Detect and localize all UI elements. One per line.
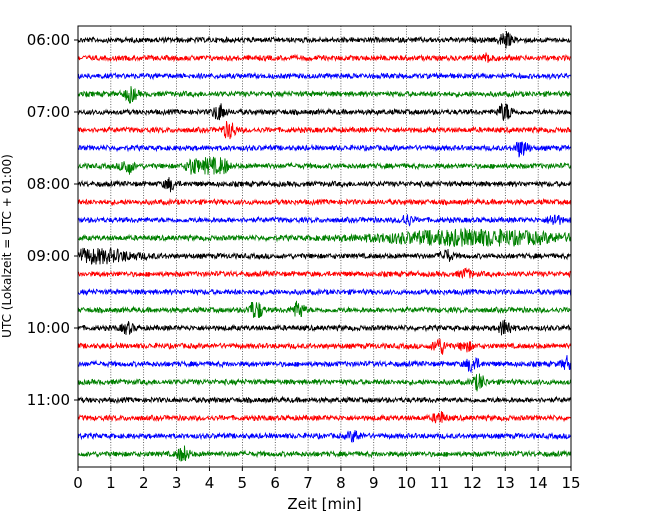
x-tick-label: 11 xyxy=(430,474,449,492)
y-axis-label: UTC (Lokalzeit = UTC + 01:00) xyxy=(0,154,14,338)
seismic-trace xyxy=(77,445,572,462)
seismic-trace xyxy=(77,300,572,319)
y-tick-label: 11:00 xyxy=(27,391,70,409)
x-tick-label: 4 xyxy=(205,474,215,492)
x-tick-label: 3 xyxy=(172,474,182,492)
seismic-trace xyxy=(77,338,572,355)
seismic-trace xyxy=(77,197,572,207)
x-tick-label: 1 xyxy=(106,474,116,492)
seismic-trace xyxy=(77,71,572,81)
y-tick-label: 10:00 xyxy=(27,319,70,337)
seismic-trace xyxy=(77,86,572,105)
seismic-trace xyxy=(77,411,572,424)
seismic-trace xyxy=(77,395,572,405)
x-tick-label: 0 xyxy=(73,474,83,492)
seismic-trace xyxy=(77,227,572,248)
seismic-trace xyxy=(77,355,572,374)
seismic-trace xyxy=(77,247,572,265)
x-tick-label: 7 xyxy=(303,474,313,492)
y-tick-label: 06:00 xyxy=(27,31,70,49)
x-tick-label: 9 xyxy=(369,474,379,492)
y-axis: 06:00 07:00 08:00 09:00 10:00 11:00 xyxy=(27,31,78,409)
trace-layer xyxy=(77,31,572,462)
y-tick-label: 08:00 xyxy=(27,175,70,193)
x-tick-label: 13 xyxy=(496,474,515,492)
x-tick-label: 5 xyxy=(238,474,248,492)
seismic-trace xyxy=(77,214,572,227)
x-tick-label: 14 xyxy=(529,474,548,492)
seismic-trace xyxy=(77,121,572,140)
seismic-trace xyxy=(77,141,572,158)
x-tick-label: 6 xyxy=(270,474,280,492)
seismic-trace xyxy=(77,319,572,336)
seismic-trace xyxy=(77,177,572,193)
seismic-trace xyxy=(77,102,572,121)
seismic-trace xyxy=(77,52,572,63)
plot-frame xyxy=(77,25,572,468)
x-tick-label: 10 xyxy=(397,474,416,492)
seismic-trace xyxy=(77,156,572,175)
seismic-trace xyxy=(77,373,572,392)
seismic-trace xyxy=(77,267,572,280)
x-axis: 0 1 2 3 4 5 6 7 8 9 10 11 12 13 14 15 xyxy=(73,467,581,492)
y-tick-label: 07:00 xyxy=(27,103,70,121)
seismic-trace xyxy=(77,430,572,443)
x-tick-label: 15 xyxy=(561,474,580,492)
x-tick-label: 12 xyxy=(463,474,482,492)
x-axis-label: Zeit [min] xyxy=(287,495,361,513)
y-tick-label: 09:00 xyxy=(27,247,70,265)
x-tick-label: 8 xyxy=(336,474,346,492)
seismic-trace xyxy=(77,31,572,49)
seismic-trace xyxy=(77,287,572,297)
x-tick-label: 2 xyxy=(139,474,149,492)
